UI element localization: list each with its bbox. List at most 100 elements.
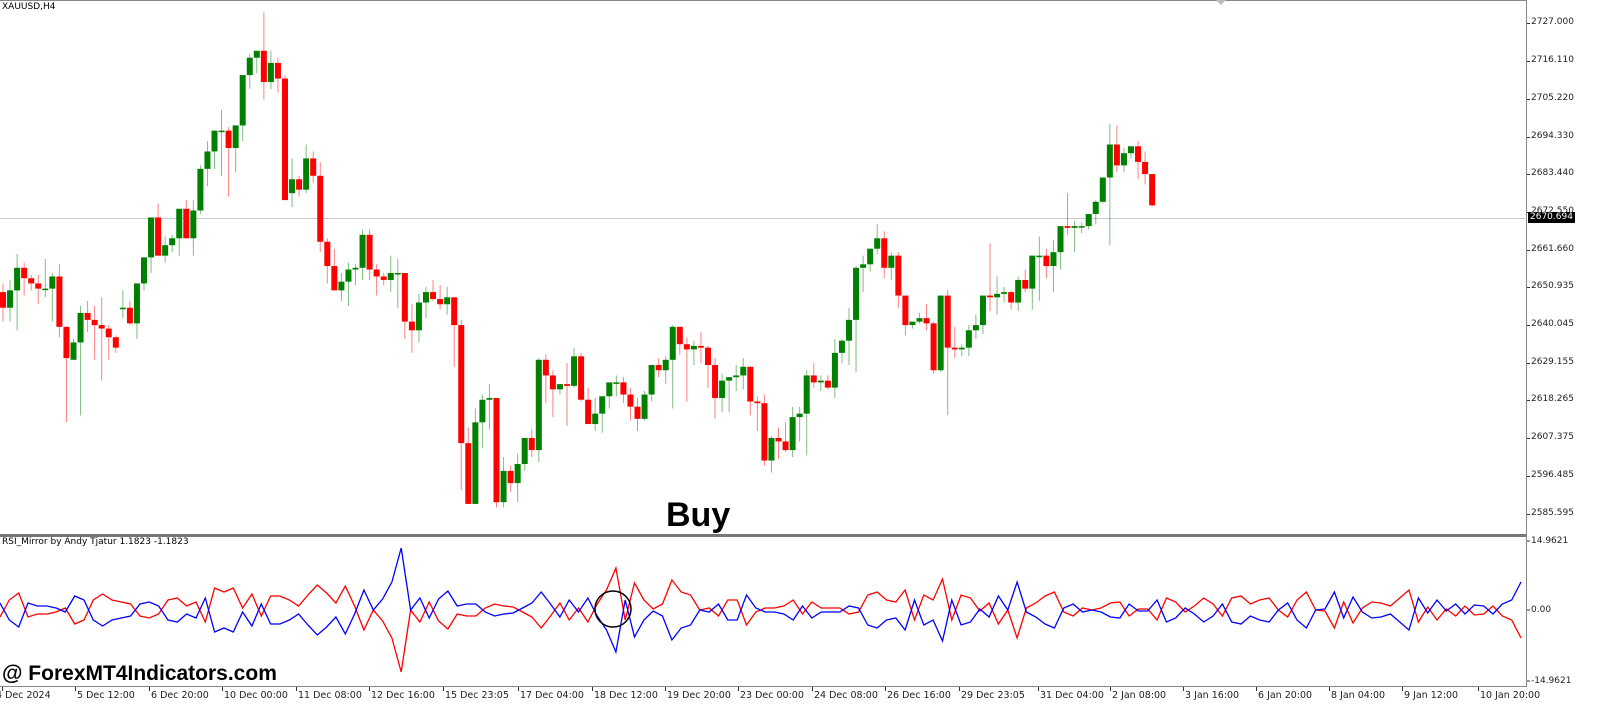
price-tick (1527, 137, 1530, 138)
watermark-text: @ ForexMT4Indicators.com (2, 662, 277, 685)
candle (148, 217, 155, 274)
candle (782, 422, 789, 452)
candle (1001, 286, 1008, 303)
time-axis-label: 17 Dec 04:00 (520, 690, 584, 701)
candle (592, 398, 599, 431)
time-tick (592, 687, 593, 691)
candle (669, 325, 676, 409)
scroll-shift-marker-icon[interactable] (1216, 0, 1226, 5)
candle (1064, 193, 1071, 235)
candle (98, 297, 105, 381)
price-chart-panel[interactable] (0, 0, 1527, 534)
candle (1050, 240, 1057, 293)
candle (282, 75, 288, 201)
candle (169, 234, 176, 253)
time-axis-label: 3 Jan 16:00 (1185, 690, 1240, 701)
candle (345, 262, 352, 306)
candle (719, 373, 726, 412)
candle (620, 377, 627, 404)
time-tick (149, 687, 150, 691)
candle (296, 175, 303, 197)
time-axis-label: 12 Dec 16:00 (371, 690, 435, 701)
time-axis-label: 2 Jan 08:00 (1112, 690, 1167, 701)
candle (789, 406, 796, 458)
candle (1057, 226, 1064, 270)
time-axis: 4 Dec 2024 5 Dec 12:00 6 Dec 20:00 10 Dec 0… (0, 686, 1540, 713)
candle (162, 236, 169, 263)
candle (500, 457, 507, 508)
candle (211, 130, 218, 169)
candle (1085, 213, 1092, 230)
candle (1092, 200, 1099, 225)
candle (274, 57, 281, 93)
symbol-timeframe-label: XAUUSD,H4 (2, 2, 56, 12)
price-axis-label: 2716.110 (1531, 55, 1574, 65)
time-tick (665, 687, 666, 691)
candle (56, 264, 63, 338)
candle (740, 358, 747, 390)
candle (112, 335, 119, 353)
candle (578, 352, 585, 402)
candle (289, 158, 296, 208)
candle (401, 273, 408, 339)
candle (408, 304, 415, 353)
candle (197, 165, 204, 214)
candle (556, 384, 563, 395)
price-axis-label: 2640.045 (1531, 319, 1574, 329)
price-tick (1527, 325, 1530, 326)
indicator-panel[interactable] (0, 534, 1527, 687)
time-axis-label: 15 Dec 23:05 (445, 690, 509, 701)
time-tick (75, 687, 76, 691)
candle (958, 344, 965, 357)
time-tick (518, 687, 519, 691)
candle (648, 365, 655, 402)
candle (542, 354, 549, 404)
time-tick (885, 687, 886, 691)
candle (972, 314, 979, 339)
candle (105, 325, 112, 360)
candle (0, 283, 6, 322)
candle (1142, 151, 1149, 185)
rsi-mirror-red-line (0, 565, 1522, 673)
price-axis-label: 2618.265 (1531, 394, 1574, 404)
candle (451, 297, 458, 367)
candle (690, 340, 697, 366)
candle (712, 358, 719, 419)
price-tick (1527, 174, 1530, 175)
candle (585, 387, 592, 425)
price-axis-label: 2629.155 (1531, 357, 1574, 367)
candle (14, 253, 21, 331)
candle (70, 338, 77, 360)
candle (930, 321, 937, 374)
price-tick (1527, 514, 1530, 515)
time-tick (296, 687, 297, 691)
candle (888, 252, 895, 280)
candle (867, 248, 874, 272)
time-tick (738, 687, 739, 691)
candle (846, 307, 852, 366)
candle (1008, 290, 1015, 310)
time-axis-label: 10 Jan 20:00 (1480, 690, 1541, 701)
candle (423, 286, 429, 319)
candle (387, 255, 394, 293)
candle (28, 274, 35, 291)
price-tick (1527, 99, 1530, 100)
candle (183, 200, 190, 239)
candle (895, 252, 902, 308)
candle (881, 231, 888, 279)
time-tick (1478, 687, 1479, 691)
time-tick (812, 687, 813, 691)
time-axis-label: 11 Dec 08:00 (298, 690, 362, 701)
candle (909, 321, 916, 329)
indicator-scale-zero: 0.00 (1531, 605, 1552, 615)
time-tick (369, 687, 370, 691)
candle (232, 125, 239, 173)
candle (768, 436, 775, 473)
time-tick (1183, 687, 1184, 691)
candle (1036, 236, 1043, 301)
price-tick (1527, 23, 1530, 24)
candle (838, 338, 845, 364)
candle (655, 358, 662, 378)
candle (204, 141, 211, 187)
